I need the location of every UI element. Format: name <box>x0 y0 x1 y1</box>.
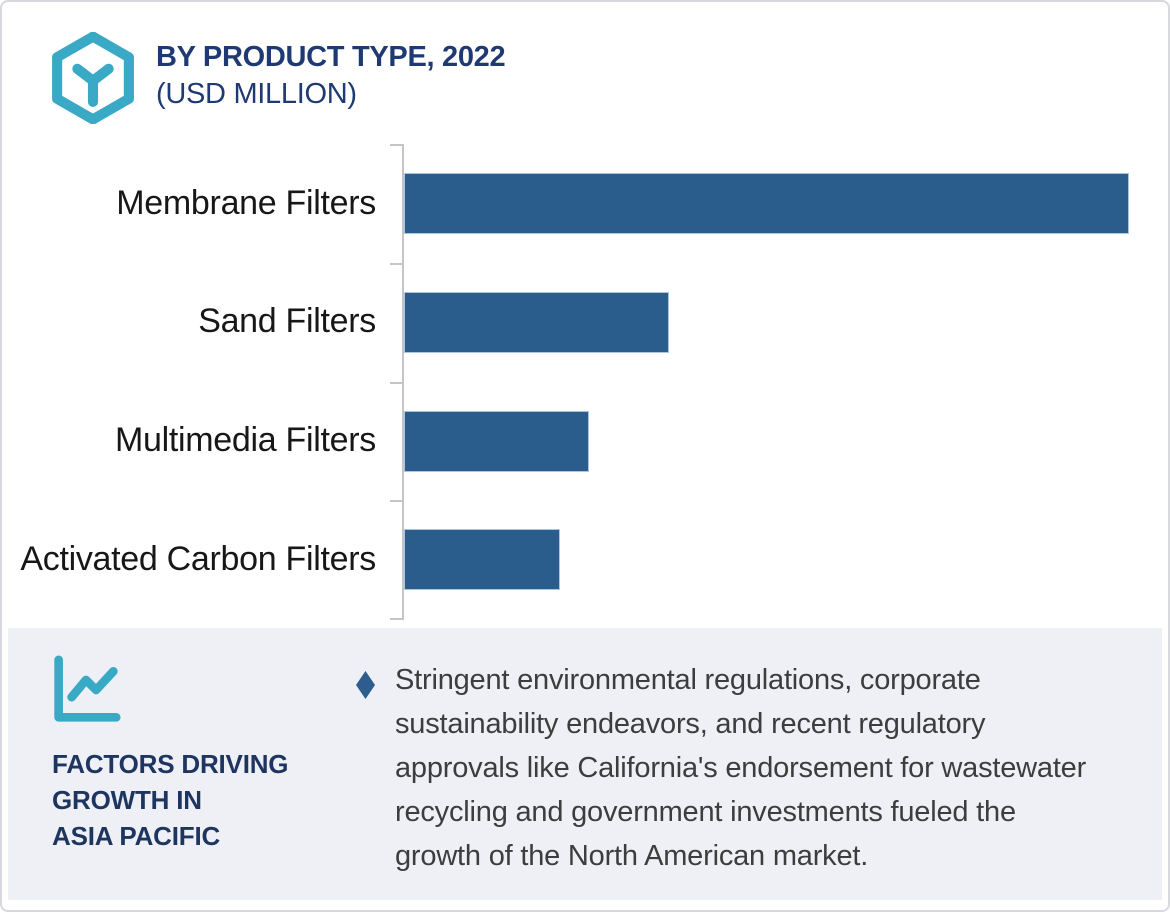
category-label: Membrane Filters <box>116 183 376 222</box>
factors-heading-line: FACTORS DRIVING <box>52 749 289 779</box>
hexagon-box-icon <box>52 32 134 124</box>
bar-membrane-filters <box>404 173 1129 234</box>
factors-heading-line: GROWTH IN <box>52 785 202 815</box>
chart-subtitle: (USD MILLION) <box>156 78 357 110</box>
axis-tick <box>390 500 404 502</box>
factors-text: Stringent environmental regulations, cor… <box>395 664 1087 872</box>
bullet-item: Stringent environmental regulations, cor… <box>349 658 1139 878</box>
bar-chart: Membrane Filters Sand Filters Multimedia F… <box>2 144 1168 622</box>
chart-row: Membrane Filters <box>2 144 1168 263</box>
chart-row: Activated Carbon Filters <box>2 500 1168 619</box>
factors-heading: FACTORS DRIVING GROWTH IN ASIA PACIFIC <box>52 746 289 854</box>
chart-header: BY PRODUCT TYPE, 2022 (USD MILLION) <box>156 38 506 113</box>
category-label: Sand Filters <box>198 302 376 341</box>
axis-tick <box>390 618 404 620</box>
factors-panel: FACTORS DRIVING GROWTH IN ASIA PACIFIC S… <box>8 628 1162 900</box>
chart-row: Sand Filters <box>2 263 1168 382</box>
bar-activated-carbon-filters <box>404 529 560 591</box>
category-label: Multimedia Filters <box>115 421 376 460</box>
chart-title: BY PRODUCT TYPE, 2022 <box>156 41 506 73</box>
axis-tick <box>390 144 404 146</box>
category-label: Activated Carbon Filters <box>20 539 376 578</box>
factors-heading-line: ASIA PACIFIC <box>52 821 221 851</box>
axis-tick <box>390 263 404 265</box>
axis-tick <box>390 382 404 384</box>
bar-sand-filters <box>404 291 669 353</box>
diamond-bullet-icon <box>356 671 375 699</box>
line-chart-icon <box>54 655 121 722</box>
chart-row: Multimedia Filters <box>2 382 1168 501</box>
bar-multimedia-filters <box>404 410 589 472</box>
